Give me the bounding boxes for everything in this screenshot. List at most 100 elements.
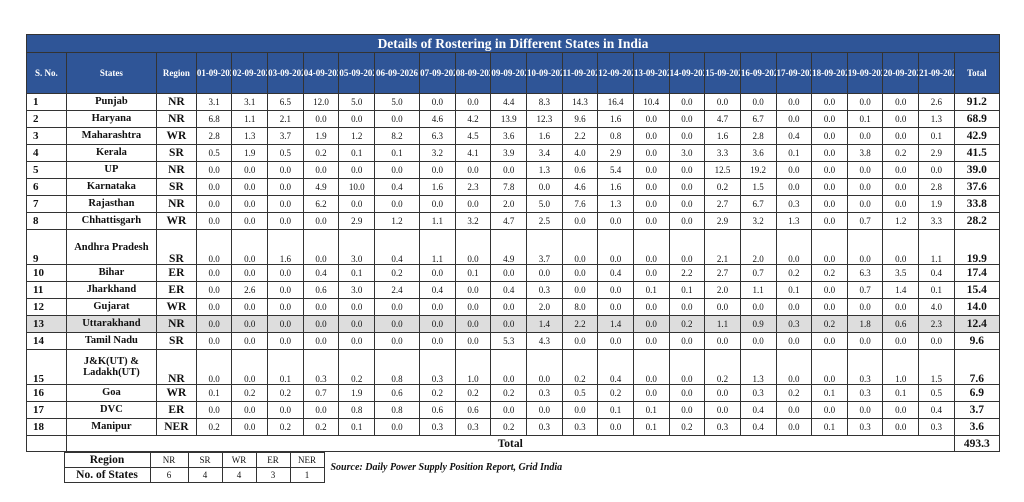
row-value: 0.3 xyxy=(704,418,741,436)
table-row: 2 Haryana NR 6.8 1.1 2.1 0.0 0.0 0.0 4.6 4.2 13.9 12… xyxy=(26,110,1001,128)
row-value: 2.2 xyxy=(561,127,599,145)
row-value: 0.1 xyxy=(597,401,634,419)
row-value: 0.3 xyxy=(526,384,563,402)
row-value: 0.1 xyxy=(338,264,376,282)
row-value: 0.0 xyxy=(419,332,456,350)
row-value: 8.3 xyxy=(526,93,563,111)
header-date: 16-09-2026 xyxy=(739,52,777,94)
row-value: 0.0 xyxy=(775,332,813,350)
row-value: 3.1 xyxy=(195,93,233,111)
row-value: 2.9 xyxy=(704,212,741,230)
row-value: 0.0 xyxy=(374,332,421,350)
row-value: 0.1 xyxy=(632,418,670,436)
row-value: 0.0 xyxy=(231,229,269,265)
row-value: 0.0 xyxy=(704,384,741,402)
footer-region-nr: NR xyxy=(149,452,189,468)
row-value: 0.0 xyxy=(846,161,884,179)
row-value: 0.0 xyxy=(632,110,670,128)
row-value: 0.2 xyxy=(704,349,741,385)
row-value: 4.5 xyxy=(454,127,492,145)
row-value: 0.0 xyxy=(195,212,233,230)
rostering-table: Details of Rostering in Different States… xyxy=(26,34,1001,452)
row-value: 0.8 xyxy=(338,401,376,419)
row-value: 0.3 xyxy=(419,418,456,436)
header-states: States xyxy=(65,52,157,94)
footer-region-label: Region xyxy=(63,452,151,468)
row-value: 0.0 xyxy=(882,127,920,145)
header-date: 02-09-2026 xyxy=(231,52,269,94)
row-value: 3.9 xyxy=(490,144,528,162)
row-value: 0.0 xyxy=(775,349,813,385)
row-value: 0.0 xyxy=(561,212,599,230)
row-value: 0.0 xyxy=(811,195,848,213)
row-value: 0.0 xyxy=(597,229,634,265)
row-value: 0.2 xyxy=(195,418,233,436)
row-value: 2.5 xyxy=(526,212,563,230)
row-value: 0.0 xyxy=(338,332,376,350)
row-value: 0.0 xyxy=(811,212,848,230)
row-value: 1.9 xyxy=(918,195,955,213)
row-value: 0.0 xyxy=(668,161,706,179)
row-value: 0.2 xyxy=(267,384,304,402)
row-value: 1.6 xyxy=(597,110,634,128)
row-sno: 2 xyxy=(26,110,67,128)
row-value: 0.2 xyxy=(597,384,634,402)
row-value: 0.2 xyxy=(419,384,456,402)
row-value: 0.0 xyxy=(302,161,340,179)
row-value: 0.0 xyxy=(419,93,456,111)
row-state: Jharkhand xyxy=(65,281,157,299)
header-date: 20-09-2026 xyxy=(882,52,920,94)
table-row: 8 Chhattisgarh WR 0.0 0.0 0.0 0.0 2.9 1.2 1.1 3.2 4… xyxy=(26,212,1001,230)
row-value: 0.1 xyxy=(632,281,670,299)
grand-total-label: Total xyxy=(65,435,955,452)
row-value: 0.0 xyxy=(267,401,304,419)
row-value: 0.0 xyxy=(597,212,634,230)
row-value: 0.0 xyxy=(882,178,920,196)
row-value: 3.2 xyxy=(739,212,777,230)
row-value: 0.0 xyxy=(811,144,848,162)
row-value: 1.4 xyxy=(882,281,920,299)
row-value: 0.0 xyxy=(668,349,706,385)
row-value: 0.5 xyxy=(561,384,599,402)
header-date: 06-09-2026 xyxy=(374,52,421,94)
row-total: 28.2 xyxy=(953,212,1001,230)
row-total: 3.6 xyxy=(953,418,1001,436)
row-value: 6.8 xyxy=(195,110,233,128)
row-value: 0.0 xyxy=(846,332,884,350)
row-value: 0.7 xyxy=(846,212,884,230)
row-value: 4.4 xyxy=(490,93,528,111)
row-value: 0.1 xyxy=(195,384,233,402)
footer-table: Region NR SR WR ER NER Source: Daily Pow… xyxy=(26,452,1000,483)
row-value: 2.2 xyxy=(561,315,599,333)
row-value: 0.0 xyxy=(454,161,492,179)
row-value: 0.0 xyxy=(632,349,670,385)
row-value: 4.1 xyxy=(454,144,492,162)
row-value: 19.2 xyxy=(739,161,777,179)
row-value: 0.3 xyxy=(302,349,340,385)
row-value: 1.5 xyxy=(739,178,777,196)
row-value: 0.0 xyxy=(668,212,706,230)
row-value: 3.0 xyxy=(338,229,376,265)
row-value: 0.0 xyxy=(267,212,304,230)
row-value: 0.1 xyxy=(882,384,920,402)
row-value: 0.0 xyxy=(302,212,340,230)
row-value: 2.7 xyxy=(704,195,741,213)
row-value: 0.1 xyxy=(811,418,848,436)
row-sno: 7 xyxy=(26,195,67,213)
row-value: 0.0 xyxy=(739,298,777,316)
row-sno: 1 xyxy=(26,93,67,111)
footer-region-ner: NER xyxy=(289,452,325,468)
row-value: 0.0 xyxy=(338,315,376,333)
row-total: 12.4 xyxy=(953,315,1001,333)
row-value: 0.0 xyxy=(419,264,456,282)
row-state: Uttarakhand xyxy=(65,315,157,333)
row-value: 0.4 xyxy=(597,349,634,385)
row-value: 0.0 xyxy=(454,281,492,299)
row-value: 0.1 xyxy=(918,127,955,145)
row-value: 0.0 xyxy=(195,229,233,265)
row-value: 0.2 xyxy=(775,264,813,282)
row-value: 1.9 xyxy=(302,127,340,145)
row-value: 0.2 xyxy=(775,384,813,402)
row-value: 0.6 xyxy=(561,161,599,179)
header-date: 19-09-2026 xyxy=(846,52,884,94)
